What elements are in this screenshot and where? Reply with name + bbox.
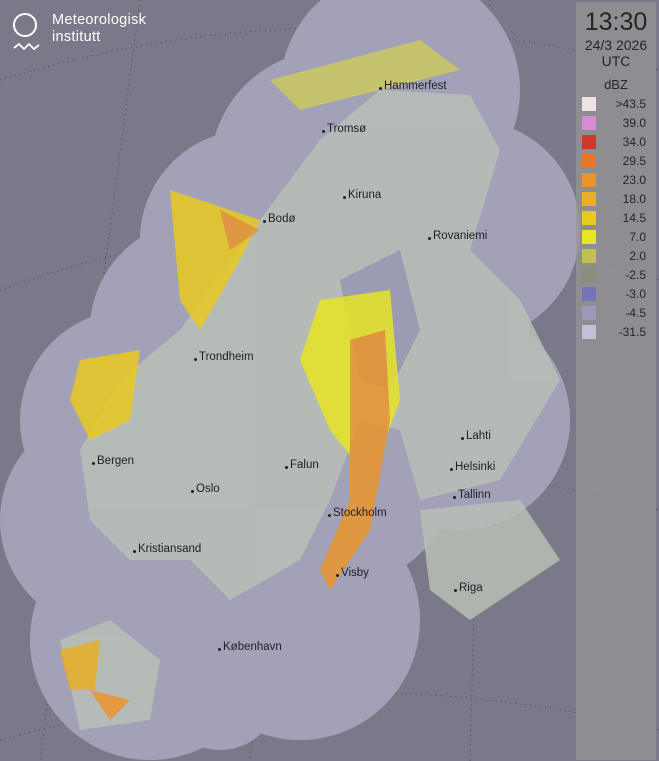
legend-value: -2.5 — [625, 267, 646, 282]
legend-swatch — [582, 305, 596, 320]
time-label: 13:30 — [584, 8, 648, 36]
city-label: Visby — [336, 567, 369, 579]
legend-item: 2.0 — [576, 246, 656, 265]
legend-item: -3.0 — [576, 284, 656, 303]
legend-value: 34.0 — [622, 134, 646, 149]
city-label: Kiruna — [342, 189, 382, 201]
legend-swatch — [582, 191, 596, 206]
legend-item: 18.0 — [576, 189, 656, 208]
legend-value: 2.0 — [629, 248, 646, 263]
timezone-label: UTC — [601, 53, 631, 69]
brand-name-line1: Meteorologisk — [52, 12, 147, 28]
legend-item: 39.0 — [576, 113, 656, 132]
legend-value: -31.5 — [618, 324, 646, 339]
legend-swatch — [582, 134, 596, 149]
legend-panel: 13:30 24/3 2026 UTC dBZ >43.5 39.0 34.0 29.… — [576, 2, 656, 760]
legend-swatch — [582, 248, 596, 263]
legend-items: >43.5 39.0 34.0 29.5 23.0 18.0 14.5 7.0 2.0 -2.5 -… — [576, 94, 656, 341]
legend-item: 7.0 — [576, 227, 656, 246]
city-label: Bergen — [91, 455, 135, 467]
city-label: Helsinki — [449, 461, 496, 473]
legend-swatch — [582, 324, 596, 339]
legend-swatch — [582, 172, 596, 187]
precipitation — [60, 40, 460, 720]
legend-item: 14.5 — [576, 208, 656, 227]
city-label: København — [218, 641, 282, 653]
city-label: Stockholm — [328, 507, 387, 519]
legend-swatch — [582, 210, 596, 225]
legend-value: 23.0 — [622, 172, 646, 187]
legend-value: -4.5 — [625, 305, 646, 320]
legend-item: -4.5 — [576, 303, 656, 322]
city-label: Bodø — [263, 213, 296, 225]
met-logo-icon — [12, 12, 42, 56]
legend-item: -2.5 — [576, 265, 656, 284]
met-logo[interactable]: Meteorologisk institutt — [12, 12, 146, 56]
legend-swatch — [582, 115, 596, 130]
legend-value: -3.0 — [625, 286, 646, 301]
city-label: Hammerfest — [379, 80, 447, 92]
legend-value: 39.0 — [622, 115, 646, 130]
legend-value: 7.0 — [629, 229, 646, 244]
legend-item: -31.5 — [576, 322, 656, 341]
legend-unit: dBZ — [604, 77, 628, 92]
city-label: Lahti — [461, 430, 491, 442]
legend-item: 23.0 — [576, 170, 656, 189]
date-label: 24/3 2026 — [584, 37, 648, 53]
city-label: Riga — [454, 582, 483, 594]
legend-value: 18.0 — [622, 191, 646, 206]
city-label: Trondheim — [194, 351, 254, 363]
legend-item: 34.0 — [576, 132, 656, 151]
legend-swatch — [582, 267, 596, 282]
legend-item: >43.5 — [576, 94, 656, 113]
brand-name-line2: institutt — [52, 29, 101, 45]
legend-value: 14.5 — [622, 210, 646, 225]
city-label: Falun — [285, 459, 319, 471]
city-label: Kristiansand — [132, 543, 202, 555]
city-label: Rovaniemi — [427, 230, 488, 242]
legend-item: 29.5 — [576, 151, 656, 170]
legend-swatch — [582, 96, 596, 111]
city-label: Tallinn — [453, 489, 491, 501]
legend-value: 29.5 — [622, 153, 646, 168]
legend-swatch — [582, 286, 596, 301]
city-label: Tromsø — [321, 123, 367, 135]
legend-swatch — [582, 153, 596, 168]
city-label: Oslo — [191, 483, 220, 495]
legend-swatch — [582, 229, 596, 244]
legend-value: >43.5 — [615, 96, 646, 111]
